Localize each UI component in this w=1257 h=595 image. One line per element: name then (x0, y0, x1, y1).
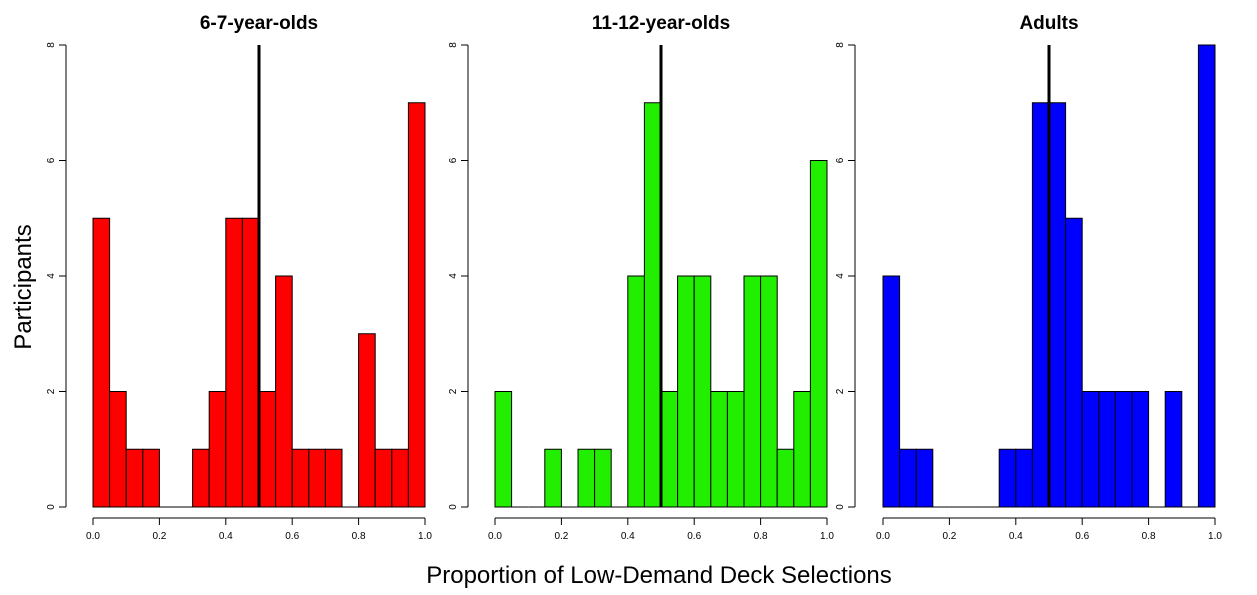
panel-title: 6-7-year-olds (200, 13, 318, 34)
panel-title: Adults (1019, 13, 1078, 34)
histogram-bar (391, 448, 409, 508)
x-tick-label: 1.0 (820, 531, 834, 542)
x-tick-label: 0.8 (1142, 531, 1156, 542)
histogram-bar (374, 448, 393, 508)
y-tick-label: 2 (448, 388, 459, 394)
x-axis-title: Proportion of Low-Demand Deck Selections (426, 562, 892, 589)
x-tick-label: 0.4 (1009, 531, 1023, 542)
histogram-bar (494, 391, 513, 508)
y-tick-label: 0 (448, 504, 459, 510)
histogram-bar (594, 448, 612, 508)
histogram-bar (693, 275, 712, 508)
x-tick-label: 0.8 (754, 531, 768, 542)
x-tick-label: 1.0 (418, 531, 432, 542)
x-tick-label: 0.4 (621, 531, 635, 542)
histogram-bar (998, 448, 1017, 508)
histogram-bar (1065, 217, 1083, 508)
histogram-panel-1: 6-7-year-olds 0.0 0.2 0.4 0.6 0.8 1.0 0 2 4 6 8 (46, 13, 432, 542)
histogram-bar (1015, 448, 1033, 508)
y-tick-label: 6 (448, 157, 459, 163)
histogram-bar (915, 448, 934, 508)
x-tick-label: 0.6 (285, 531, 299, 542)
histogram-bar (809, 160, 828, 508)
x-tick-label: 0.0 (86, 531, 100, 542)
histogram-bar (258, 391, 277, 508)
histogram-bar (743, 275, 762, 508)
panel-title: 11-12-year-olds (592, 13, 730, 34)
y-tick-label: 2 (835, 388, 846, 394)
histogram-bar (1098, 391, 1116, 508)
histogram-bar (241, 217, 260, 508)
histogram-bar (760, 275, 778, 508)
x-tick-label: 0.2 (942, 531, 956, 542)
x-tick-label: 0.6 (687, 531, 701, 542)
y-tick-label: 8 (448, 42, 459, 48)
histogram-panel-2: 11-12-year-olds 0.0 0.2 0.4 0.6 0.8 1.0 0 2 4 6 8 (448, 13, 834, 542)
histogram-bar (291, 448, 310, 508)
histogram-bar (882, 275, 901, 508)
y-tick-label: 0 (46, 504, 57, 510)
x-tick-label: 1.0 (1208, 531, 1222, 542)
histogram-bar (92, 217, 111, 508)
histogram-bar (776, 448, 795, 508)
histogram-bar (660, 391, 679, 508)
histogram-bar (142, 448, 160, 508)
x-tick-label: 0.8 (352, 531, 366, 542)
histogram-bar (407, 102, 426, 508)
y-tick-label: 0 (835, 504, 846, 510)
x-tick-label: 0.2 (152, 531, 166, 542)
y-tick-label: 4 (46, 273, 57, 279)
y-tick-label: 6 (46, 157, 57, 163)
x-tick-label: 0.6 (1075, 531, 1089, 542)
y-tick-label: 4 (835, 273, 846, 279)
histogram-bar (677, 275, 695, 508)
x-tick-label: 0.0 (876, 531, 890, 542)
histogram-bar (544, 448, 562, 508)
histogram-bar (627, 275, 645, 508)
histogram-bar (275, 275, 293, 508)
y-tick-label: 8 (835, 42, 846, 48)
y-tick-label: 8 (46, 42, 57, 48)
histogram-bar (358, 333, 376, 508)
histogram-bar (308, 448, 326, 508)
histogram-bar (1131, 391, 1150, 508)
x-tick-label: 0.0 (488, 531, 502, 542)
histogram-bar (710, 391, 728, 508)
histogram-bar (899, 448, 917, 508)
y-tick-label: 6 (835, 157, 846, 163)
histogram-bar (192, 448, 210, 508)
histogram-bar (125, 448, 144, 508)
y-tick-label: 2 (46, 388, 57, 394)
histogram-panel-3: Adults 0.0 0.2 0.4 0.6 0.8 1.0 0 2 4 6 8 (835, 13, 1222, 542)
histogram-bar (1081, 391, 1100, 508)
histogram-bar (1048, 102, 1067, 508)
histogram-bar (208, 391, 227, 508)
x-tick-label: 0.2 (554, 531, 568, 542)
histogram-bar (643, 102, 662, 508)
y-tick-label: 4 (448, 273, 459, 279)
x-tick-label: 0.4 (219, 531, 233, 542)
histogram-bar (109, 391, 127, 508)
histogram-bar (793, 391, 811, 508)
histogram-bar (324, 448, 343, 508)
y-axis-title: Participants (10, 224, 37, 349)
histogram-bar (225, 217, 243, 508)
histogram-bar (1114, 391, 1133, 508)
histogram-bar (1164, 391, 1183, 508)
histogram-bar (1197, 44, 1216, 508)
histogram-bar (1031, 102, 1050, 508)
histogram-bar (726, 391, 745, 508)
histogram-bar (577, 448, 596, 508)
